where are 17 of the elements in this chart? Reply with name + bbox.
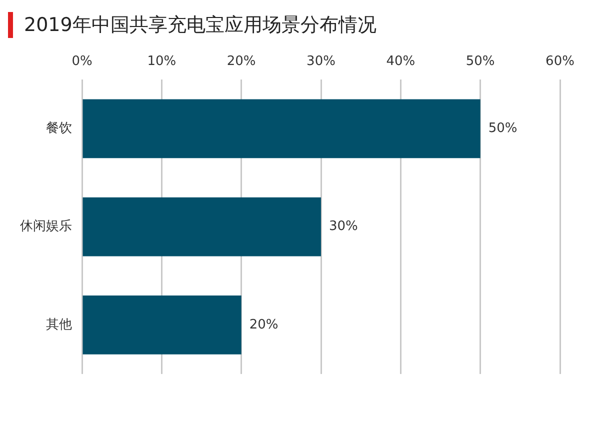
y-tick-label: 餐饮: [46, 121, 72, 136]
bar: [82, 197, 321, 256]
y-tick-label: 其他: [46, 317, 72, 332]
data-label: 20%: [249, 317, 278, 332]
data-label: 50%: [488, 121, 518, 136]
chart-title: 2019年中国共享充电宝应用场景分布情况: [24, 13, 376, 38]
x-tick-label: 40%: [386, 54, 416, 70]
data-label: 30%: [329, 219, 358, 234]
bar: [82, 99, 480, 158]
x-tick-label: 20%: [226, 54, 256, 70]
y-tick-label: 休闲娱乐: [20, 219, 72, 234]
x-tick-label: 50%: [466, 54, 495, 70]
bar: [82, 295, 242, 354]
x-tick-label: 30%: [306, 54, 336, 70]
x-tick-label: 10%: [147, 54, 176, 70]
x-tick-label: 0%: [72, 54, 92, 70]
x-tick-label: 60%: [546, 54, 574, 70]
